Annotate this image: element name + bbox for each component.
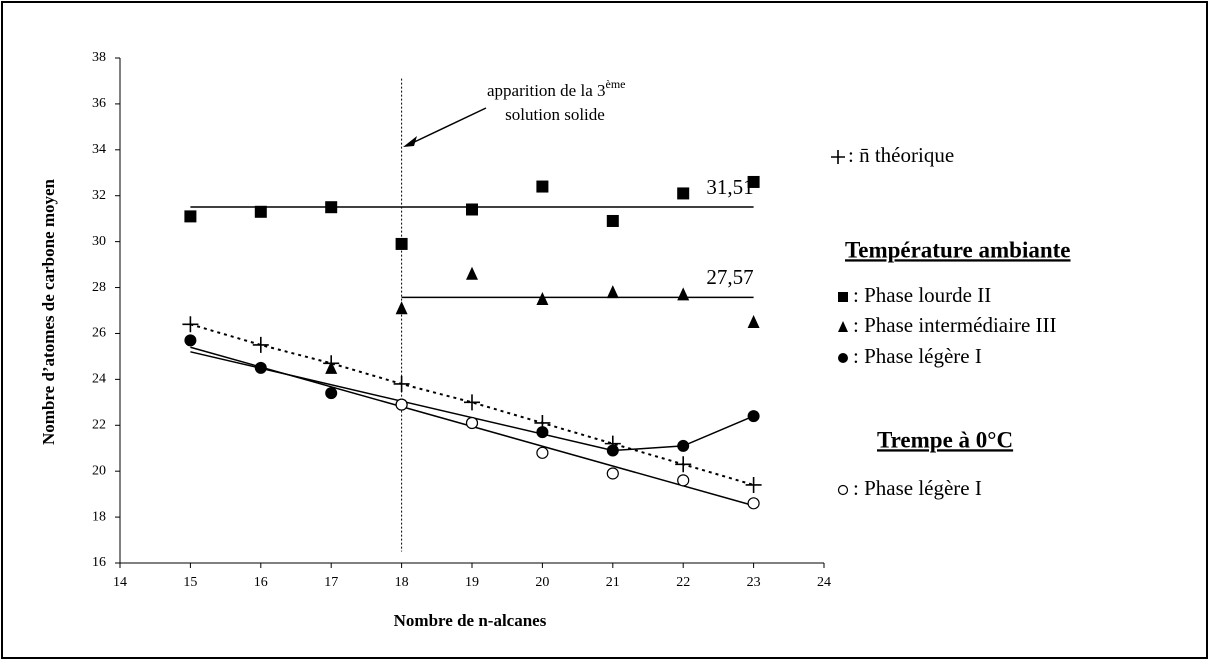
marker: [536, 292, 549, 306]
marker: [677, 287, 690, 301]
x-tick-label: 23: [747, 575, 761, 590]
marker: [536, 446, 549, 459]
marker: [677, 474, 690, 487]
x-tick-label: 21: [606, 575, 620, 590]
y-tick-label: 16: [92, 555, 106, 570]
marker: [464, 394, 480, 411]
marker: [675, 456, 692, 473]
x-tick-label: 19: [465, 575, 479, 590]
marker: [747, 497, 760, 510]
y-tick-label: 36: [92, 96, 106, 111]
x-tick-label: 15: [183, 575, 197, 590]
x-tick-label: 20: [535, 575, 549, 590]
y-axis-title: Nombre d’atomes de carbone moyen: [39, 178, 58, 445]
level-label: 31,51: [706, 175, 753, 199]
marker: [837, 484, 849, 496]
y-tick-label: 24: [92, 372, 106, 387]
y-tick-label: 32: [92, 188, 106, 203]
marker: [184, 334, 197, 347]
marker: [747, 314, 760, 328]
marker: [838, 321, 848, 332]
marker: [606, 214, 619, 227]
marker: [184, 210, 197, 223]
y-tick-label: 20: [92, 463, 106, 478]
legend-label: : Phase lourde II: [853, 283, 991, 307]
y-tick-label: 22: [92, 417, 106, 432]
marker: [254, 205, 267, 218]
x-axis-title: Nombre de n-alcanes: [394, 611, 547, 630]
marker: [606, 444, 619, 457]
y-tick-label: 30: [92, 234, 106, 249]
annotation-text: solution solide: [505, 105, 605, 124]
marker: [325, 201, 338, 214]
legend-label: : Phase légère I: [853, 344, 982, 368]
marker: [182, 316, 199, 333]
marker: [677, 439, 690, 452]
marker: [536, 426, 549, 439]
legend-label: : n̄ théorique: [848, 143, 954, 167]
marker: [536, 180, 549, 193]
legend-heading: Trempe à 0°C: [877, 427, 1013, 452]
marker: [252, 336, 269, 353]
marker: [606, 285, 619, 299]
marker: [393, 375, 410, 392]
x-tick-label: 18: [395, 575, 409, 590]
marker: [254, 361, 267, 374]
annotation-text: apparition de la 3ème: [487, 77, 626, 100]
marker: [466, 203, 478, 216]
marker: [395, 301, 408, 315]
y-tick-label: 38: [92, 50, 106, 65]
marker: [466, 266, 478, 280]
x-tick-label: 17: [324, 575, 338, 590]
level-label: 27,57: [706, 265, 753, 289]
marker: [606, 467, 619, 480]
legend-label: : Phase légère I: [853, 476, 982, 500]
legend-label: : Phase intermédiaire III: [853, 313, 1057, 337]
marker: [677, 187, 690, 200]
marker: [395, 237, 408, 250]
y-tick-label: 18: [92, 509, 106, 524]
marker: [395, 398, 408, 411]
marker: [325, 360, 338, 374]
annotation-arrowhead: [403, 136, 417, 147]
legend-heading: Température ambiante: [845, 237, 1071, 262]
marker: [745, 476, 762, 493]
marker: [747, 175, 760, 188]
marker: [838, 353, 848, 363]
x-tick-label: 16: [254, 575, 268, 590]
marker: [831, 150, 845, 164]
y-tick-label: 28: [92, 280, 106, 295]
annotation-arrow: [407, 107, 487, 146]
marker: [325, 387, 338, 400]
marker: [838, 292, 848, 302]
x-tick-label: 24: [817, 575, 831, 590]
x-tick-label: 22: [676, 575, 690, 590]
x-tick-label: 14: [113, 575, 127, 590]
y-tick-label: 34: [92, 142, 106, 157]
annotation-text: apparition de la 3: [487, 81, 606, 100]
marker: [465, 416, 479, 430]
y-tick-label: 26: [92, 326, 106, 341]
annotation-sup: ème: [606, 77, 626, 91]
marker: [747, 410, 760, 423]
